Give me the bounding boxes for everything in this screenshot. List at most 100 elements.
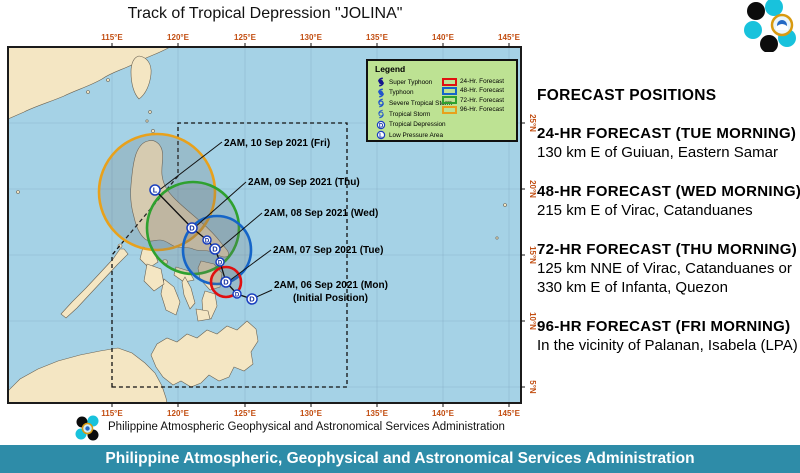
svg-text:115°E: 115°E <box>101 409 123 418</box>
forecast-48hr-heading: 48-HR FORECAST (WED MORNING) <box>537 183 800 200</box>
low-pressure-area-icon: L <box>376 131 386 140</box>
forecast-96hr-heading: 96-HR FORECAST (FRI MORNING) <box>537 318 791 335</box>
svg-text:15°N: 15°N <box>528 246 537 264</box>
legend-item-tropical-depression: D Tropical Depression <box>376 119 452 130</box>
pagasa-logo-corner <box>744 0 796 52</box>
typhoon-icon <box>377 88 385 98</box>
track-point-96hr: L <box>149 184 161 196</box>
svg-text:5°N: 5°N <box>528 380 537 394</box>
legend-item-super-typhoon: Super Typhoon <box>376 77 452 88</box>
svg-text:D: D <box>379 123 384 129</box>
palawan <box>60 248 129 319</box>
svg-text:25°N: 25°N <box>528 114 537 132</box>
latitude-labels: 25°N 20°N 15°N 10°N 5°N <box>528 114 537 394</box>
forecast-96hr-detail: In the vicinity of Palanan, Isabela (LPA… <box>537 337 798 354</box>
tropical-storm-icon <box>378 109 384 119</box>
legend-title: Legend <box>375 64 406 74</box>
legend-box: Legend Super Typhoon Typhoon Severe Trop… <box>366 59 518 142</box>
legend-item-72hr-forecast: 72-Hr. Forecast <box>442 96 504 105</box>
svg-text:L: L <box>153 186 158 195</box>
longitude-labels-bottom: 115°E 120°E 125°E 130°E 135°E 140°E 145°… <box>101 409 520 418</box>
svg-text:135°E: 135°E <box>366 409 389 418</box>
track-point-72hr: D <box>186 222 198 234</box>
72hr-swatch <box>442 96 457 105</box>
svg-text:D: D <box>205 238 210 244</box>
svg-text:2AM, 10 Sep 2021 (Fri): 2AM, 10 Sep 2021 (Fri) <box>224 138 330 149</box>
track-point-24hr: D <box>220 276 232 288</box>
track-points: D D D D D D D L <box>149 184 258 305</box>
forecast-24hr-block: 24-HR FORECAST (TUE MORNING) 130 km E of… <box>537 124 800 162</box>
pacific-islet <box>503 203 507 207</box>
legend-symbol-column: Super Typhoon Typhoon Severe Tropical St… <box>376 77 452 141</box>
svg-text:145°E: 145°E <box>498 33 521 42</box>
bohol <box>195 308 211 322</box>
svg-text:L: L <box>379 134 383 140</box>
svg-text:145°E: 145°E <box>498 409 521 418</box>
svg-text:2AM, 06 Sep 2021 (Mon): 2AM, 06 Sep 2021 (Mon) <box>274 280 388 291</box>
legend-forecast-column: 24-Hr. Forecast 48-Hr. Forecast 72-Hr. F… <box>442 77 504 114</box>
svg-text:D: D <box>235 292 240 298</box>
batanes <box>148 110 152 114</box>
track-point: D <box>215 257 225 267</box>
borneo <box>9 347 168 402</box>
scs-islet <box>16 190 20 194</box>
batanes <box>145 119 149 123</box>
forecast-72hr-block: 72-HR FORECAST (THU MORNING) 125 km NNE … <box>537 240 800 297</box>
svg-text:120°E: 120°E <box>167 409 190 418</box>
mindanao <box>150 320 259 388</box>
svg-text:D: D <box>249 295 255 304</box>
pagasa-logo-small <box>75 415 99 441</box>
svg-text:2AM, 09 Sep 2021 (Thu): 2AM, 09 Sep 2021 (Thu) <box>248 177 360 188</box>
page-title: Track of Tropical Depression "JOLINA" <box>127 5 403 22</box>
axis-ticks <box>111 43 525 407</box>
svg-text:D: D <box>223 278 229 287</box>
coastal-islet <box>106 78 110 82</box>
svg-text:2AM, 08 Sep 2021 (Wed): 2AM, 08 Sep 2021 (Wed) <box>264 208 378 219</box>
forecast-72hr-heading: 72-HR FORECAST (THU MORNING) <box>537 241 798 258</box>
svg-text:10°N: 10°N <box>528 312 537 330</box>
forecast-72hr-detail: 125 km NNE of Virac, Catanduanes or <box>537 260 792 277</box>
24hr-swatch <box>442 77 457 86</box>
track-date-labels: 2AM, 10 Sep 2021 (Fri) 2AM, 09 Sep 2021 … <box>224 138 388 304</box>
svg-text:130°E: 130°E <box>300 409 323 418</box>
svg-text:125°E: 125°E <box>234 409 257 418</box>
svg-text:140°E: 140°E <box>432 33 455 42</box>
pacific-islet <box>495 236 499 240</box>
legend-item-typhoon: Typhoon <box>376 88 452 99</box>
forecast-positions-panel: FORECAST POSITIONS 24-HR FORECAST (TUE M… <box>537 86 800 375</box>
svg-text:135°E: 135°E <box>366 33 389 42</box>
forecast-96hr-block: 96-HR FORECAST (FRI MORNING) In the vici… <box>537 317 800 355</box>
cebu <box>181 276 196 310</box>
track-point-initial: D <box>246 293 258 305</box>
super-typhoon-icon <box>377 77 385 87</box>
track-point-48hr: D <box>209 243 221 255</box>
track-point: D <box>232 289 242 299</box>
svg-text:(Initial Position): (Initial Position) <box>293 293 368 304</box>
svg-text:D: D <box>218 260 223 266</box>
legend-item-24hr-forecast: 24-Hr. Forecast <box>442 77 504 86</box>
48hr-swatch <box>442 86 457 95</box>
svg-text:120°E: 120°E <box>167 33 190 42</box>
96hr-swatch <box>442 105 457 114</box>
forecast-24hr-detail: 130 km E of Guiuan, Eastern Samar <box>537 144 778 161</box>
legend-item-96hr-forecast: 96-Hr. Forecast <box>442 105 504 114</box>
legend-item-48hr-forecast: 48-Hr. Forecast <box>442 86 504 95</box>
longitude-labels-top: 115°E 120°E 125°E 130°E 135°E 140°E 145°… <box>101 33 520 42</box>
legend-item-low-pressure-area: L Low Pressure Area <box>376 130 452 141</box>
svg-text:20°N: 20°N <box>528 180 537 198</box>
svg-text:140°E: 140°E <box>432 409 455 418</box>
svg-text:125°E: 125°E <box>234 33 257 42</box>
panay <box>143 263 165 292</box>
map-border <box>7 46 522 404</box>
track-point: D <box>202 235 212 245</box>
svg-text:115°E: 115°E <box>101 33 123 42</box>
forecast-48hr-block: 48-HR FORECAST (WED MORNING) 215 km E of… <box>537 182 800 220</box>
negros <box>160 278 181 316</box>
severe-tropical-storm-icon <box>378 99 384 108</box>
legend-item-severe-tropical-storm: Severe Tropical Storm <box>376 98 452 109</box>
credit-text: Philippine Atmospheric Geophysical and A… <box>108 421 505 433</box>
china-coast <box>9 48 169 119</box>
svg-text:2AM, 07 Sep 2021 (Tue): 2AM, 07 Sep 2021 (Tue) <box>273 245 383 256</box>
forecast-72hr-detail2: 330 km E of Infanta, Quezon <box>537 279 728 296</box>
svg-text:D: D <box>189 224 195 233</box>
